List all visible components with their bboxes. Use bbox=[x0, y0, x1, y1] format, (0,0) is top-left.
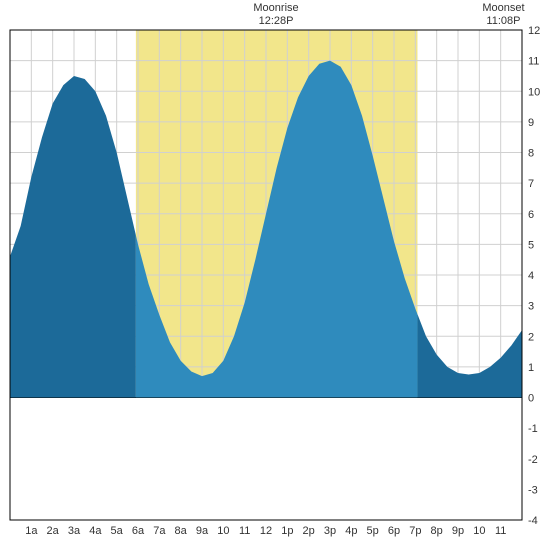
y-tick-label: 6 bbox=[528, 209, 534, 221]
x-tick-label: 1a bbox=[25, 525, 38, 537]
moonrise-label: Moonrise bbox=[253, 2, 298, 14]
y-tick-label: 1 bbox=[528, 362, 534, 374]
tide-chart-container: Moonrise 12:28P Moonset 11:08P -4-3-2-10… bbox=[0, 0, 550, 550]
y-tick-label: -3 bbox=[528, 484, 538, 496]
y-tick-label: 0 bbox=[528, 393, 534, 405]
y-tick-label: -4 bbox=[528, 515, 538, 527]
x-tick-label: 3p bbox=[324, 525, 336, 537]
x-tick-label: 9a bbox=[196, 525, 209, 537]
y-tick-label: 3 bbox=[528, 301, 534, 313]
y-tick-label: 10 bbox=[528, 86, 540, 98]
moonset-time: 11:08P bbox=[473, 15, 533, 28]
y-tick-label: 8 bbox=[528, 148, 534, 160]
moonset-label: Moonset bbox=[482, 2, 524, 14]
x-tick-label: 9p bbox=[452, 525, 464, 537]
x-tick-label: 10 bbox=[217, 525, 229, 537]
x-tick-label: 7p bbox=[409, 525, 421, 537]
x-tick-label: 6p bbox=[388, 525, 400, 537]
y-tick-label: -1 bbox=[528, 423, 538, 435]
x-tick-label: 8a bbox=[175, 525, 188, 537]
x-tick-label: 4p bbox=[345, 525, 357, 537]
x-tick-label: 8p bbox=[431, 525, 443, 537]
x-tick-label: 2a bbox=[47, 525, 60, 537]
y-tick-label: 2 bbox=[528, 331, 534, 343]
y-tick-label: 7 bbox=[528, 178, 534, 190]
x-tick-label: 3a bbox=[68, 525, 81, 537]
x-tick-label: 6a bbox=[132, 525, 145, 537]
tide-chart: -4-3-2-101234567891011121a2a3a4a5a6a7a8a… bbox=[0, 0, 550, 550]
x-tick-label: 12 bbox=[260, 525, 272, 537]
x-tick-label: 7a bbox=[153, 525, 166, 537]
x-tick-label: 10 bbox=[473, 525, 485, 537]
moonset-annotation: Moonset 11:08P bbox=[473, 2, 533, 28]
x-tick-label: 1p bbox=[281, 525, 293, 537]
x-tick-label: 5a bbox=[111, 525, 124, 537]
x-tick-label: 11 bbox=[495, 525, 506, 537]
x-tick-label: 11 bbox=[239, 525, 250, 537]
x-tick-label: 5p bbox=[367, 525, 379, 537]
x-tick-label: 4a bbox=[89, 525, 102, 537]
x-tick-label: 2p bbox=[303, 525, 315, 537]
moonrise-annotation: Moonrise 12:28P bbox=[246, 2, 306, 28]
y-tick-label: 5 bbox=[528, 239, 534, 251]
y-tick-label: 4 bbox=[528, 270, 534, 282]
y-tick-label: -2 bbox=[528, 454, 538, 466]
moonrise-time: 12:28P bbox=[246, 15, 306, 28]
y-tick-label: 9 bbox=[528, 117, 534, 129]
y-tick-label: 11 bbox=[528, 56, 539, 68]
